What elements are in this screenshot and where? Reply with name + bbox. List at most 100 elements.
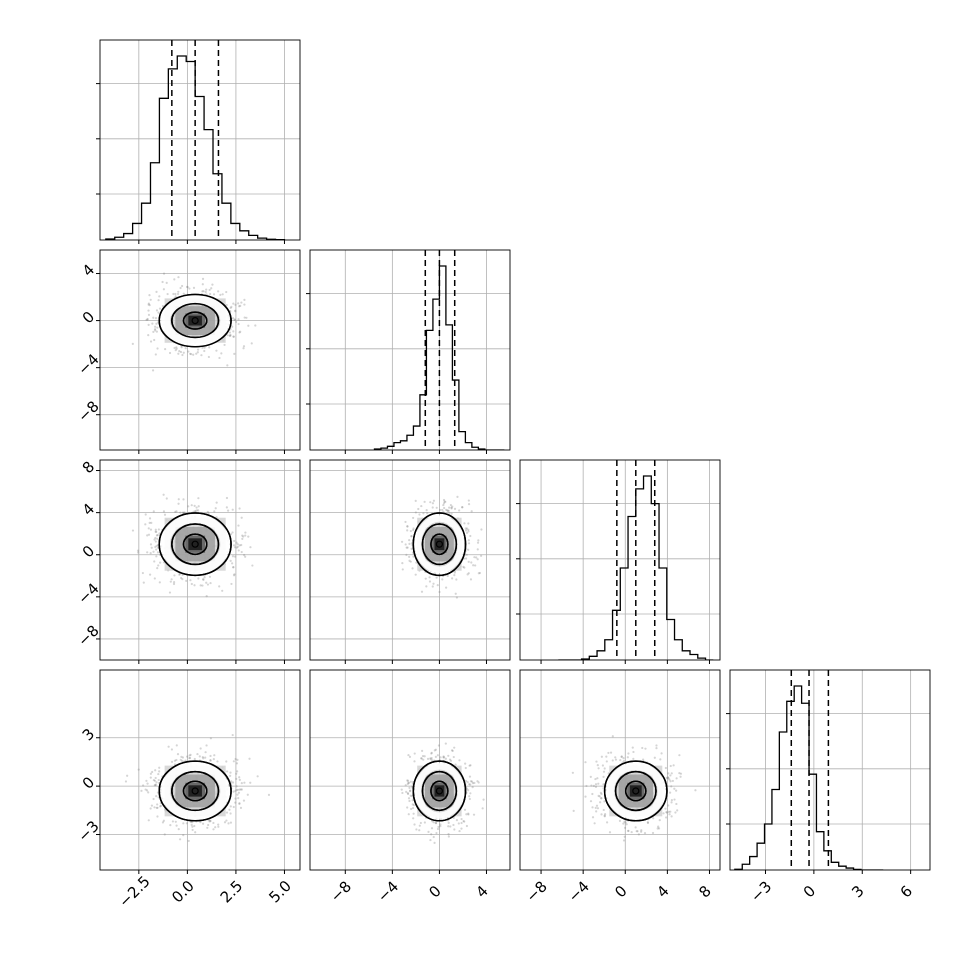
x-tick-label: −4: [374, 877, 402, 905]
scatter-point: [477, 781, 480, 784]
scatter-point: [226, 364, 229, 367]
scatter-point: [408, 755, 412, 758]
panel-3-1: −8 −4 0 4: [309, 669, 511, 906]
scatter-point: [236, 793, 239, 796]
scatter-point: [214, 826, 217, 829]
scatter-point: [406, 779, 410, 782]
scatter-point: [171, 820, 175, 823]
scatter-point: [229, 559, 232, 562]
scatter-point: [415, 561, 418, 564]
histogram-step: [734, 685, 884, 870]
contour-line: [412, 760, 467, 822]
scatter-point: [198, 755, 201, 758]
scatter-point: [182, 351, 185, 354]
panel-2-2: [516, 459, 721, 664]
scatter-point: [467, 812, 470, 815]
scatter-point: [431, 585, 434, 588]
scatter-point: [465, 553, 469, 556]
scatter-point: [472, 813, 476, 816]
scatter-point: [180, 284, 184, 288]
panel-frame: [99, 249, 301, 451]
scatter-point: [231, 325, 234, 328]
scatter-point: [421, 749, 424, 752]
scatter-point: [409, 794, 412, 797]
scatter-point: [412, 516, 415, 520]
scatter-point: [184, 347, 187, 350]
scatter-point: [678, 754, 681, 757]
scatter-point: [400, 540, 404, 543]
scatter-point: [636, 830, 639, 833]
scatter-point: [240, 301, 243, 304]
scatter-point: [201, 346, 204, 349]
scatter-point: [433, 749, 436, 752]
scatter-point: [174, 510, 177, 513]
scatter-point: [481, 807, 484, 810]
scatter-point: [192, 353, 195, 356]
scatter-point: [571, 771, 574, 774]
scatter-point: [175, 824, 178, 827]
scatter-point: [245, 316, 248, 319]
scatter-point: [234, 757, 237, 761]
scatter-point: [204, 290, 207, 294]
scatter-point: [191, 828, 194, 832]
contour-line: [158, 293, 232, 348]
scatter-point: [431, 502, 435, 505]
scatter-point: [191, 825, 194, 828]
scatter-point: [237, 549, 240, 552]
contour-line: [421, 770, 458, 812]
scatter-point: [202, 578, 205, 581]
scatter-point: [217, 290, 220, 293]
histogram-step: [558, 475, 714, 660]
contour-ring: [414, 763, 465, 819]
scatter-point: [226, 334, 229, 337]
scatter-point: [673, 798, 676, 801]
scatter-point: [409, 780, 412, 783]
scatter-point: [445, 508, 448, 511]
scatter-point: [467, 560, 470, 563]
scatter-point: [600, 797, 603, 800]
scatter-point: [148, 573, 152, 576]
scatter-point: [230, 582, 233, 586]
center-marker: [191, 787, 199, 795]
scatter-point: [458, 829, 461, 833]
scatter-point: [473, 781, 476, 785]
scatter-point: [461, 506, 464, 509]
scatter-point: [442, 510, 445, 513]
scatter-point: [408, 790, 412, 793]
scatter-point: [153, 560, 156, 563]
scatter-point: [239, 304, 242, 307]
scatter-point: [148, 304, 151, 307]
scatter-point: [207, 823, 210, 827]
scatter-point: [589, 775, 592, 779]
scatter-point: [161, 821, 165, 824]
scatter-point: [422, 512, 425, 515]
scatter-point: [226, 770, 229, 773]
scatter-point: [602, 770, 606, 773]
scatter-point: [149, 552, 152, 555]
scatter-point: [193, 504, 196, 508]
scatter-point: [635, 830, 638, 833]
scatter-point: [175, 744, 178, 747]
scatter-point: [157, 564, 160, 567]
scatter-point: [209, 759, 212, 762]
scatter-point: [411, 799, 414, 802]
scatter-point: [142, 784, 145, 787]
scatter-point: [482, 798, 485, 801]
scatter-point: [232, 566, 235, 569]
scatter-point: [202, 578, 205, 581]
scatter-point: [209, 292, 212, 296]
scatter-point: [467, 530, 470, 533]
scatter-point: [156, 533, 159, 537]
contour-ring: [161, 514, 230, 575]
scatter-point: [176, 292, 180, 296]
scatter-point: [215, 349, 218, 352]
scatter-point: [148, 294, 151, 297]
scatter-point: [152, 316, 155, 319]
panel-frame: [729, 669, 931, 871]
scatter-point: [154, 769, 157, 772]
scatter-point: [450, 749, 454, 752]
scatter-point: [442, 756, 446, 759]
scatter-point: [207, 512, 210, 515]
scatter-point: [225, 760, 228, 763]
scatter-point: [183, 511, 186, 514]
